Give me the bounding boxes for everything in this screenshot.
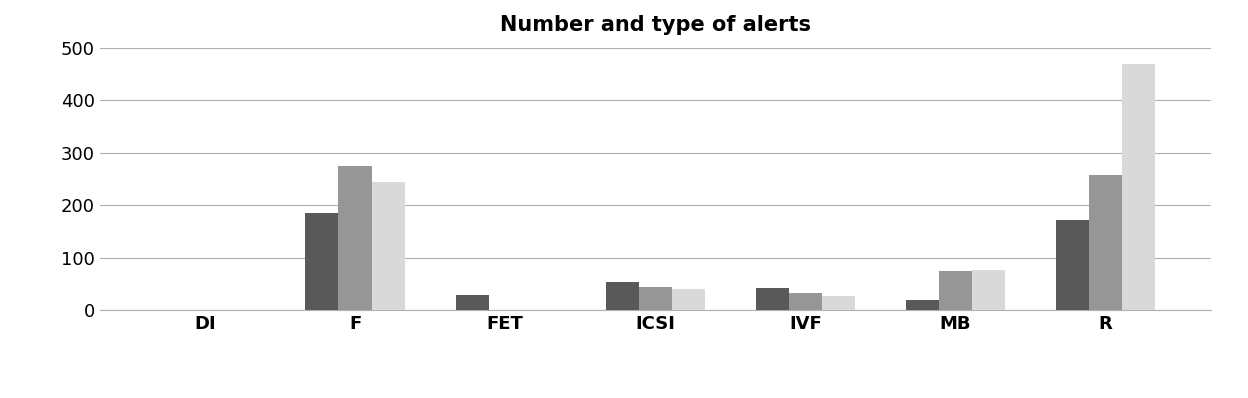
- Bar: [906, 300, 938, 310]
- Bar: [789, 293, 821, 310]
- Bar: [306, 213, 338, 310]
- Bar: [972, 270, 1005, 310]
- Bar: [821, 296, 855, 310]
- Bar: [456, 295, 488, 310]
- Bar: [1122, 64, 1154, 310]
- Bar: [372, 182, 404, 310]
- Title: Number and type of alerts: Number and type of alerts: [499, 15, 811, 35]
- Bar: [639, 287, 671, 310]
- Bar: [338, 166, 372, 310]
- Bar: [756, 289, 789, 310]
- Bar: [671, 289, 705, 310]
- Bar: [1056, 220, 1090, 310]
- Bar: [1090, 175, 1122, 310]
- Bar: [605, 281, 639, 310]
- Bar: [938, 271, 972, 310]
